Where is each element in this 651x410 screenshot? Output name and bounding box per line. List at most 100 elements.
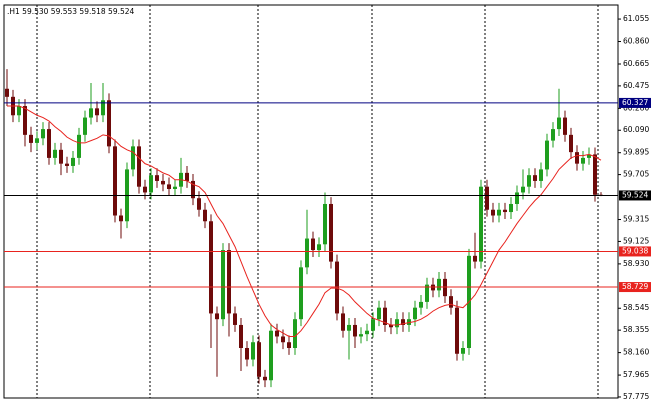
candle-body	[461, 347, 465, 354]
candle-body	[401, 319, 405, 325]
candle-body	[17, 106, 21, 116]
price-label-bg	[619, 246, 651, 257]
header: .H1 59.530 59.553 59.518 59.524	[7, 7, 135, 16]
price-label: 58.729	[622, 282, 648, 291]
candle-body	[365, 330, 369, 335]
candle-body	[539, 169, 543, 181]
candle-body	[329, 203, 333, 262]
candle-body	[323, 203, 327, 245]
candle-body	[95, 108, 99, 116]
candle-body	[353, 324, 357, 337]
candle-body	[23, 106, 27, 135]
candle-body	[347, 324, 351, 331]
y-tick-label: 60.475	[623, 81, 649, 90]
y-tick-label: 57.775	[623, 392, 649, 401]
candle-body	[257, 342, 261, 377]
candle-body	[275, 330, 279, 337]
candle-body	[359, 334, 363, 337]
candle-body	[47, 129, 51, 158]
candle-body	[215, 313, 219, 320]
candle-body	[503, 209, 507, 213]
candle-body	[473, 255, 477, 262]
price-label-bg	[619, 190, 651, 201]
candle-body	[305, 238, 309, 268]
candle-body	[167, 184, 171, 189]
moving-average	[7, 105, 602, 337]
candle-body	[569, 134, 573, 153]
candle-body	[383, 307, 387, 325]
candle-body	[239, 324, 243, 348]
price-label-bg	[619, 282, 651, 293]
y-tick-label: 61.055	[623, 14, 649, 23]
y-tick-label: 59.315	[623, 215, 649, 224]
candle-body	[551, 129, 555, 141]
candle-body	[377, 307, 381, 320]
candle-body	[161, 180, 165, 185]
candle-body	[509, 203, 513, 213]
candle-body	[341, 313, 345, 331]
candle-body	[557, 117, 561, 130]
candle-body	[407, 319, 411, 325]
candle-body	[449, 296, 453, 308]
candle-body	[575, 152, 579, 164]
candle-body	[131, 146, 135, 170]
candle-body	[155, 175, 159, 181]
candle-body	[437, 278, 441, 291]
candle-body	[581, 157, 585, 164]
candle-body	[35, 138, 39, 143]
candle-body	[479, 186, 483, 262]
candle-body	[41, 129, 45, 139]
candle-body	[173, 186, 177, 189]
candle-body	[269, 330, 273, 381]
candle-body	[293, 319, 297, 348]
candle-body	[287, 342, 291, 348]
candle-body	[455, 307, 459, 354]
candle-body	[203, 209, 207, 222]
y-tick-label: 59.125	[623, 236, 649, 245]
candle-body	[137, 146, 141, 187]
candle-body	[191, 180, 195, 199]
candle-body	[533, 175, 537, 181]
candle-body	[563, 117, 567, 135]
candle-body	[233, 313, 237, 325]
candle-body	[491, 209, 495, 216]
candle-body	[317, 244, 321, 251]
y-tick-label: 59.895	[623, 148, 649, 157]
y-tick-label: 58.930	[623, 259, 649, 268]
candle-body	[281, 336, 285, 343]
candle-body	[71, 157, 75, 166]
candle-body	[209, 221, 213, 314]
candle-body	[77, 134, 81, 158]
candle-body	[515, 192, 519, 204]
y-tick-label: 58.355	[623, 325, 649, 334]
candle-body	[419, 301, 423, 308]
y-tick-label: 60.665	[623, 59, 649, 68]
candle-body	[497, 209, 501, 216]
price-label-bg	[619, 97, 651, 108]
y-tick-label: 60.860	[623, 37, 649, 46]
candle-body	[119, 215, 123, 222]
candle-body	[371, 319, 375, 331]
candle-body	[299, 267, 303, 320]
candle-body	[389, 324, 393, 328]
candle-body	[113, 146, 117, 216]
price-label: 59.524	[622, 190, 648, 199]
candle-body	[251, 342, 255, 360]
y-tick-label: 58.545	[623, 303, 649, 312]
candle-body	[59, 149, 63, 164]
candle-body	[197, 198, 201, 210]
candle-body	[29, 134, 33, 143]
candle-body	[245, 347, 249, 360]
candle-body	[101, 100, 105, 116]
candle-body	[545, 140, 549, 170]
candle-body	[143, 186, 147, 193]
y-tick-label: 60.090	[623, 125, 649, 134]
candle-body	[89, 108, 93, 118]
candle-body	[587, 154, 591, 158]
y-tick-label: 58.160	[623, 348, 649, 357]
price-label: 60.327	[622, 98, 648, 107]
candle-body	[311, 238, 315, 251]
candle-body	[227, 250, 231, 314]
candle-body	[5, 88, 9, 97]
